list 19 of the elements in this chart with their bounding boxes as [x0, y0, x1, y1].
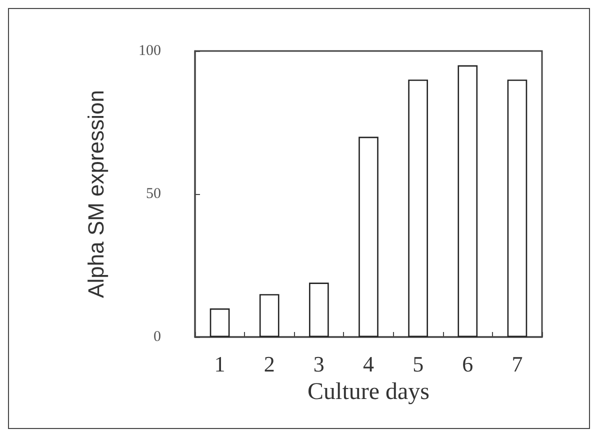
x-tick-label: 3 [313, 352, 324, 376]
y-axis-title: Alpha SM expression [84, 90, 108, 298]
y-tick-label: 50 [146, 186, 161, 202]
x-tick-label: 2 [264, 352, 275, 376]
y-tick-label: 100 [138, 43, 161, 59]
x-tick-label: 4 [363, 352, 374, 376]
bar [309, 282, 329, 337]
bar [259, 294, 280, 337]
x-tick-label: 7 [512, 352, 523, 376]
x-axis-title: Culture days [308, 378, 430, 405]
bar [210, 308, 230, 337]
x-tick-label: 1 [214, 352, 226, 376]
bar [507, 80, 528, 337]
bar [408, 80, 428, 337]
x-tick-label: 5 [412, 352, 424, 376]
bar [458, 65, 478, 337]
bar [358, 136, 378, 337]
x-tick-label: 6 [462, 352, 474, 376]
y-tick-label: 0 [154, 329, 161, 345]
